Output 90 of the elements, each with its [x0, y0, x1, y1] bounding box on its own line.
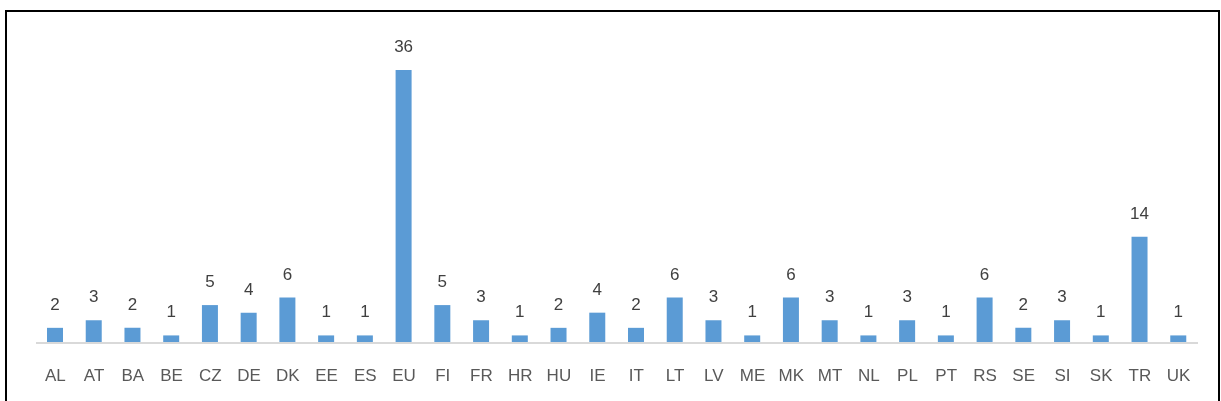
bar — [85, 320, 102, 343]
x-tick-label: UK — [1166, 366, 1192, 386]
x-tick-label: EE — [315, 366, 338, 386]
x-tick-label: PT — [935, 366, 958, 386]
data-label: 2 — [553, 294, 564, 314]
x-tick-label: HU — [546, 366, 572, 386]
x-tick-label: AL — [44, 366, 66, 386]
data-label: 36 — [394, 37, 414, 56]
data-label: 6 — [979, 264, 990, 284]
bar — [705, 320, 722, 343]
data-label: 3 — [708, 287, 719, 307]
bar — [47, 327, 63, 343]
bar — [201, 305, 218, 343]
bar — [434, 305, 451, 343]
x-tick-label: CZ — [198, 366, 222, 386]
data-label: 2 — [127, 294, 138, 314]
bar — [976, 297, 993, 343]
bar — [860, 335, 877, 343]
x-tick-label: BE — [160, 366, 183, 386]
bar — [1092, 335, 1109, 343]
x-tick-label: FI — [435, 366, 451, 386]
bar — [1054, 320, 1071, 343]
bar — [1131, 236, 1148, 343]
bar — [1170, 335, 1187, 343]
x-tick-label: AT — [83, 366, 105, 386]
data-label: 1 — [360, 302, 370, 322]
data-label: 6 — [786, 264, 796, 284]
bar — [473, 320, 490, 343]
data-label: 4 — [243, 279, 254, 299]
x-tick-label: DE — [237, 366, 261, 386]
bar — [163, 335, 180, 343]
bar — [628, 327, 644, 343]
data-label: 3 — [476, 287, 486, 307]
bar — [395, 70, 412, 343]
x-tick-label: EU — [392, 366, 416, 386]
data-label: 3 — [902, 287, 912, 307]
data-label: 6 — [670, 264, 680, 284]
data-label: 6 — [282, 264, 293, 284]
x-tick-label: MT — [817, 366, 843, 386]
bar — [318, 335, 335, 343]
bar — [279, 297, 296, 343]
data-label: 1 — [166, 302, 176, 322]
x-tick-label: HR — [507, 366, 533, 386]
data-label: 2 — [631, 294, 641, 314]
x-tick-label: IE — [589, 366, 606, 386]
bar — [589, 312, 606, 343]
data-label: 2 — [1018, 294, 1029, 314]
data-label: 1 — [1096, 302, 1106, 322]
x-tick-label: SK — [1089, 366, 1114, 386]
data-label: 1 — [321, 302, 331, 322]
bar — [937, 335, 954, 343]
data-label: 4 — [592, 279, 602, 299]
x-tick-label: LT — [665, 366, 685, 386]
x-tick-label: SI — [1054, 366, 1071, 386]
x-tick-label: LV — [704, 366, 725, 386]
x-tick-label: TR — [1128, 366, 1152, 386]
bar — [511, 335, 528, 343]
x-tick-label: PL — [897, 366, 918, 386]
bar — [356, 335, 373, 343]
bar — [124, 327, 141, 343]
x-tick-label: FR — [470, 366, 493, 386]
x-tick-label: RS — [973, 366, 997, 386]
data-label: 1 — [515, 302, 525, 322]
bar — [821, 320, 838, 343]
data-label: 1 — [747, 302, 757, 322]
x-tick-label: NL — [857, 366, 880, 386]
bar — [550, 327, 567, 343]
bar — [240, 312, 257, 343]
data-label: 3 — [89, 287, 99, 307]
data-label: 3 — [824, 287, 835, 307]
data-label: 3 — [1057, 287, 1067, 307]
data-label: 5 — [205, 272, 215, 292]
x-tick-label: SE — [1012, 366, 1036, 386]
data-label: 2 — [50, 294, 60, 314]
data-label: 1 — [941, 302, 951, 322]
data-label: 5 — [437, 272, 448, 292]
bar — [744, 335, 761, 343]
x-tick-label: ES — [353, 366, 377, 386]
x-tick-label: MK — [778, 366, 805, 386]
bar — [782, 297, 799, 343]
x-tick-label: BA — [121, 366, 145, 386]
x-tick-label: IT — [628, 366, 644, 386]
x-tick-label: DK — [275, 366, 301, 386]
x-tick-label: ME — [739, 366, 766, 386]
bar — [666, 297, 683, 343]
data-label: 1 — [863, 302, 874, 322]
data-label: 14 — [1130, 203, 1149, 223]
bar — [899, 320, 916, 343]
bar — [1015, 327, 1032, 343]
data-label: 1 — [1173, 302, 1183, 322]
